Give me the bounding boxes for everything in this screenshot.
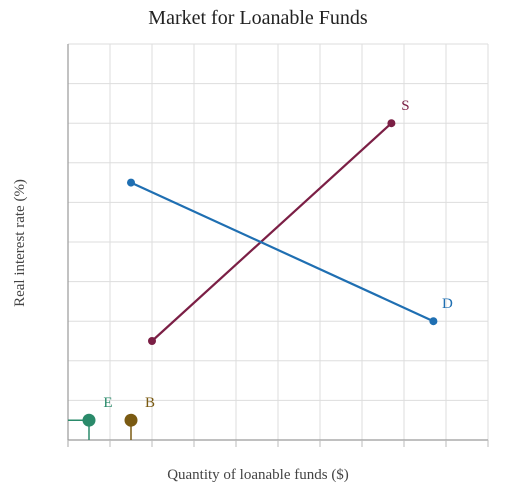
y-axis-label: Real interest rate (%) bbox=[12, 179, 28, 307]
grid bbox=[67, 43, 489, 441]
curve-endpoint-handle[interactable] bbox=[429, 317, 438, 326]
curve-endpoint-handle[interactable] bbox=[387, 119, 396, 128]
x-axis-label: Quantity of loanable funds ($) bbox=[167, 467, 349, 483]
curve-endpoint-handle[interactable] bbox=[148, 337, 156, 345]
series-layer: SD bbox=[127, 98, 453, 345]
curve-endpoint-handle[interactable] bbox=[127, 178, 135, 187]
series-s-curve: S bbox=[148, 98, 410, 345]
axes bbox=[67, 44, 489, 447]
series-label: D bbox=[442, 296, 453, 312]
series-d-curve: D bbox=[127, 178, 453, 326]
series-line bbox=[130, 181, 434, 323]
marker-dot[interactable] bbox=[124, 413, 138, 427]
marker-dot[interactable] bbox=[82, 413, 96, 427]
marker-label: E bbox=[103, 395, 112, 411]
marker-b[interactable]: B bbox=[124, 395, 156, 440]
chart-title: Market for Loanable Funds bbox=[148, 7, 368, 29]
series-line bbox=[151, 122, 393, 342]
series-label: S bbox=[401, 98, 409, 114]
marker-e[interactable]: E bbox=[68, 395, 113, 440]
marker-label: B bbox=[145, 395, 155, 411]
